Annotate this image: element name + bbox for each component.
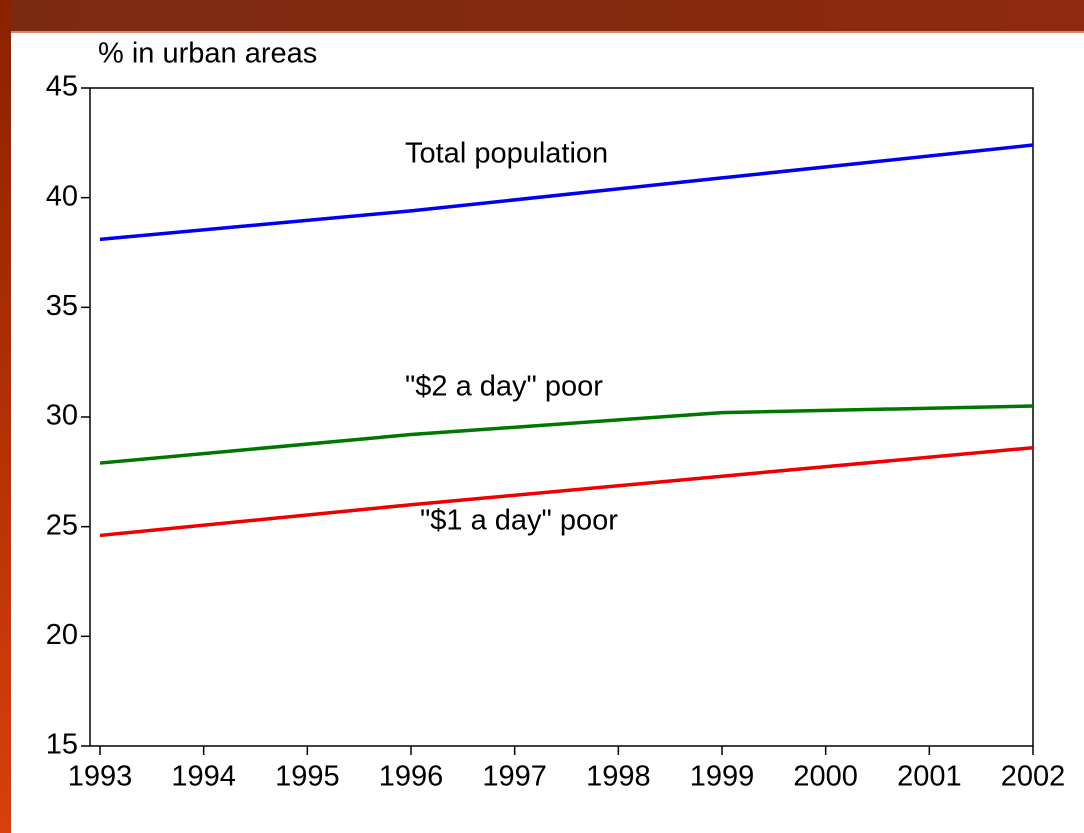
x-tick-label: 2000: [793, 761, 858, 793]
series-line: [99, 404, 1034, 465]
series-label: "$1 a day" poor: [420, 505, 618, 537]
y-tick-label: 25: [46, 509, 78, 541]
series-label: "$2 a day" poor: [405, 371, 603, 403]
x-tick-label: 1993: [68, 761, 133, 793]
top-bar: [0, 0, 1084, 31]
y-tick-label: 30: [46, 400, 78, 432]
x-tick-label: 2002: [1001, 761, 1066, 793]
y-axis-label: % in urban areas: [98, 38, 317, 70]
series-line: [99, 143, 1034, 242]
y-tick-label: 15: [46, 729, 78, 761]
x-tick-label: 1996: [379, 761, 444, 793]
series-label: Total population: [405, 138, 608, 170]
x-tick-label: 2001: [897, 761, 962, 793]
y-tick-label: 35: [46, 290, 78, 322]
y-tick-label: 45: [46, 71, 78, 103]
x-tick-label: 1994: [171, 761, 236, 793]
y-tick-label: 40: [46, 180, 78, 212]
left-bar: [0, 0, 11, 833]
plot-frame: [89, 87, 1034, 747]
x-tick-label: 1997: [482, 761, 547, 793]
x-tick-label: 1998: [586, 761, 651, 793]
y-tick-label: 20: [46, 619, 78, 651]
x-tick-label: 1999: [690, 761, 755, 793]
x-tick-label: 1995: [275, 761, 340, 793]
series-line: [99, 445, 1034, 538]
